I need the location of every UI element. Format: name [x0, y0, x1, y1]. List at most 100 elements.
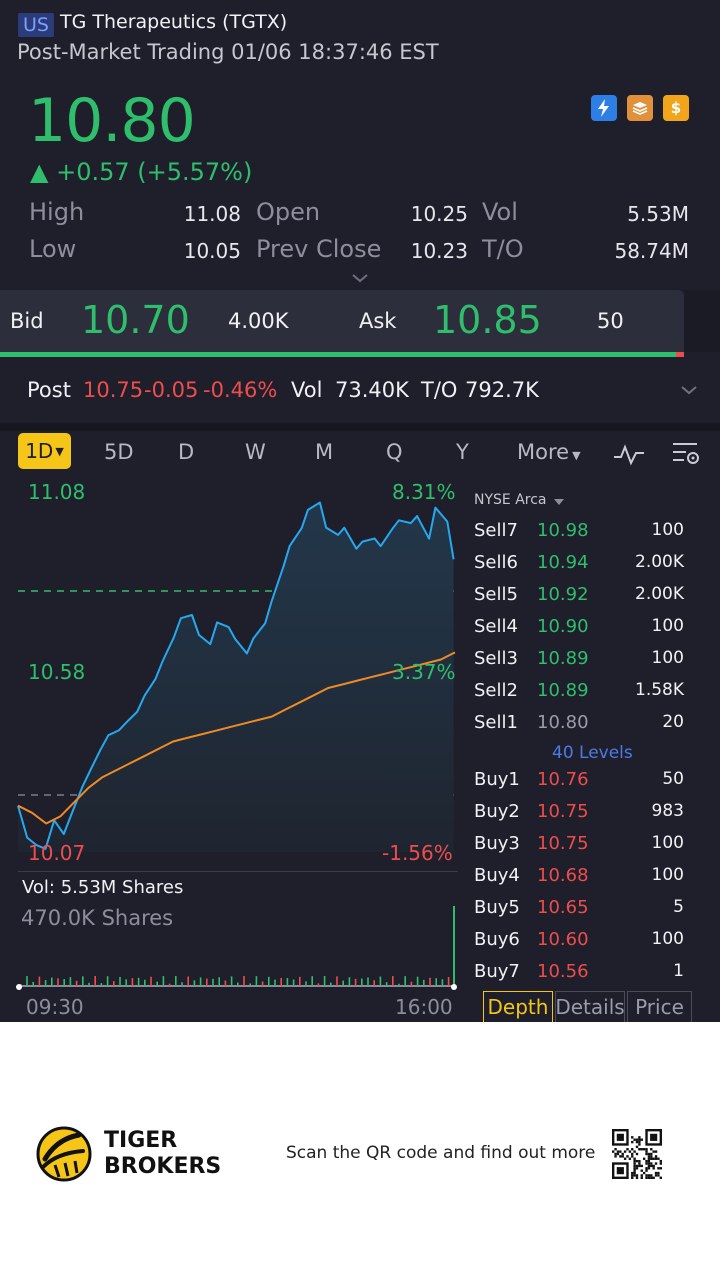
turnover-value: 58.74M [614, 239, 689, 263]
volume-bar [367, 977, 369, 986]
volume-bar [69, 977, 72, 986]
orderbook-row[interactable]: Buy7 10.56 1 [470, 961, 690, 987]
tab-5d[interactable]: 5D [104, 440, 134, 464]
tab-m[interactable]: M [315, 440, 334, 464]
indicator-wave-icon[interactable] [612, 441, 646, 467]
qr-module [631, 1174, 634, 1177]
qr-module [645, 1162, 648, 1165]
orderbook-price: 10.56 [537, 961, 589, 982]
levels-link[interactable]: 40 Levels [552, 743, 633, 763]
orderbook-row[interactable]: Sell5 10.92 2.00K [470, 584, 690, 610]
tiger-logo-icon [36, 1126, 92, 1182]
dollar-icon[interactable]: $ [663, 95, 689, 121]
price-mid-label: 10.58 [28, 660, 86, 684]
tab-depth[interactable]: Depth [483, 991, 553, 1022]
tab-1d-label: 1D [25, 439, 54, 463]
volume-bar [348, 977, 351, 986]
volume-bar [168, 983, 171, 986]
orderbook-row[interactable]: Buy4 10.68 100 [470, 865, 690, 891]
exchange-label[interactable]: NYSE Arca [474, 492, 547, 508]
ask-price: 10.85 [433, 298, 542, 342]
orderbook-price: 10.90 [537, 616, 589, 637]
caret-down-icon: ▼ [572, 449, 581, 462]
volume-bar [237, 982, 239, 986]
volume-bar [94, 976, 96, 986]
qr-module [650, 1152, 653, 1156]
orderbook-price: 10.75 [537, 833, 589, 854]
post-market-row[interactable]: Post 10.75 -0.05 -0.46% Vol 73.40K T/O 7… [0, 364, 720, 418]
ask-label: Ask [359, 309, 397, 333]
tab-y[interactable]: Y [456, 440, 469, 464]
orderbook-row[interactable]: Buy2 10.75 983 [470, 801, 690, 827]
orderbook-row[interactable]: Buy5 10.65 5 [470, 897, 690, 923]
qr-module [640, 1138, 643, 1141]
tab-price[interactable]: Price [627, 991, 692, 1022]
lightning-icon[interactable] [591, 95, 617, 121]
tab-1d[interactable]: 1D ▼ [18, 433, 71, 469]
orderbook-size: 100 [651, 865, 684, 885]
volume-bar [224, 980, 227, 986]
vol-value: 5.53M [627, 202, 689, 226]
expand-chevron-icon[interactable] [350, 272, 370, 284]
qr-module [631, 1140, 634, 1144]
promo-footer: TIGER BROKERS Scan the QR code and find … [0, 1022, 720, 1285]
exchange-dropdown-icon[interactable] [552, 497, 566, 507]
tab-d[interactable]: D [178, 440, 195, 464]
volume-bar [100, 983, 103, 986]
bid-ask-panel [0, 290, 684, 352]
volume-bar [410, 981, 413, 986]
post-to-label: T/O [421, 378, 458, 402]
volume-bar [255, 976, 258, 986]
volume-bar [323, 976, 326, 986]
tab-w[interactable]: W [245, 440, 266, 464]
chart-settings-icon[interactable] [670, 439, 702, 469]
volume-bar [286, 978, 289, 986]
orderbook-row[interactable]: Buy3 10.75 100 [470, 833, 690, 859]
qr-module [631, 1176, 634, 1179]
price-series-line [17, 501, 455, 850]
bid-price: 10.70 [81, 298, 190, 342]
qr-module [657, 1171, 660, 1175]
post-percent: -0.46% [203, 378, 278, 402]
orderbook-level-label: Buy4 [474, 865, 520, 886]
qr-module [638, 1140, 641, 1144]
qr-module [638, 1143, 641, 1146]
orderbook-row[interactable]: Buy1 10.76 50 [470, 769, 690, 795]
orderbook-size: 1.58K [635, 680, 684, 700]
orderbook-row[interactable]: Sell7 10.98 100 [470, 520, 690, 546]
qr-module [654, 1157, 658, 1160]
orderbook-level-label: Sell2 [474, 680, 518, 701]
qr-module [633, 1162, 636, 1165]
tab-q[interactable]: Q [386, 440, 403, 464]
price-high-label: 11.08 [28, 480, 86, 504]
orderbook-level-label: Sell3 [474, 648, 518, 669]
orderbook-price: 10.92 [537, 584, 589, 605]
stack-icon[interactable] [627, 95, 653, 121]
qr-module [652, 1150, 655, 1153]
orderbook-row[interactable]: Sell2 10.89 1.58K [470, 680, 690, 706]
tab-more[interactable]: More ▼ [517, 440, 581, 464]
intraday-price-chart[interactable] [0, 480, 460, 870]
volume-bar [38, 976, 41, 986]
orderbook-row[interactable]: Sell6 10.94 2.00K [470, 552, 690, 578]
caret-down-icon: ▼ [55, 444, 64, 458]
orderbook-row[interactable]: Sell4 10.90 100 [470, 616, 690, 642]
orderbook-size: 5 [673, 897, 684, 917]
chevron-down-icon[interactable] [679, 384, 699, 396]
volume-chart [16, 906, 457, 990]
qr-module [645, 1167, 648, 1170]
orderbook-row[interactable]: Sell1 10.80 20 [470, 712, 690, 738]
tab-details[interactable]: Details [555, 991, 625, 1022]
orderbook-row[interactable]: Buy6 10.60 100 [470, 929, 690, 955]
price-change: ▲ +0.57 (+5.57%) [30, 158, 253, 186]
orderbook-level-label: Buy7 [474, 961, 520, 982]
orderbook-level-label: Sell1 [474, 712, 518, 733]
qr-module [631, 1136, 634, 1139]
post-to: 792.7K [465, 378, 539, 402]
qr-module [635, 1164, 639, 1168]
bid-label: Bid [10, 309, 44, 333]
volume-bar [373, 980, 375, 986]
orderbook-level-label: Buy3 [474, 833, 520, 854]
prev-close-value: 10.23 [410, 239, 468, 263]
orderbook-row[interactable]: Sell3 10.89 100 [470, 648, 690, 674]
